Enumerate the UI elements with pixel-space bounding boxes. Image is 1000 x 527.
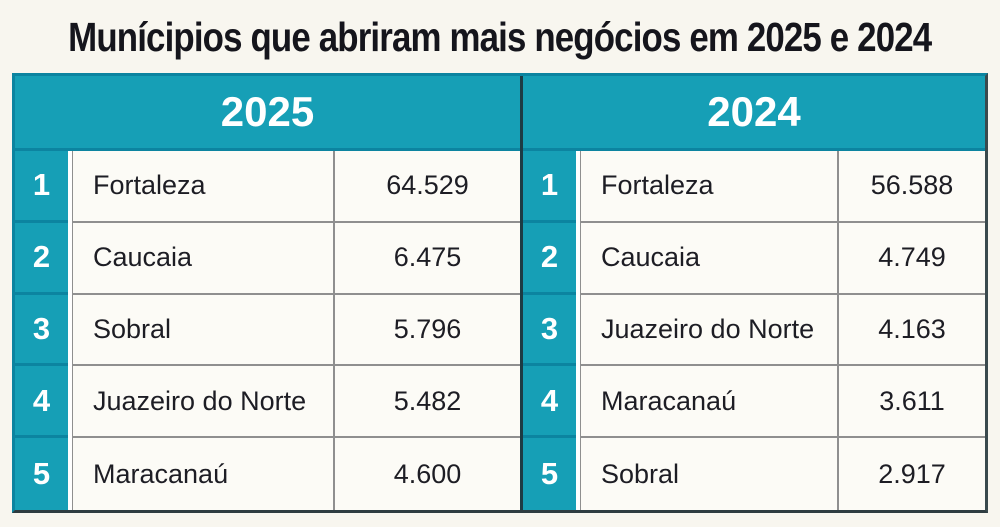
value-cell: 6.475 xyxy=(333,222,520,295)
ranking-table-2025: 2025 1 Fortaleza 64.529 2 Caucaia 6.475 … xyxy=(15,76,520,510)
municipality-cell: Fortaleza xyxy=(580,151,837,223)
value-cell: 4.163 xyxy=(837,294,985,367)
rank-badge: 1 xyxy=(523,151,576,223)
rank-badge: 4 xyxy=(523,366,576,439)
municipality-cell: Sobral xyxy=(580,438,837,510)
title-bar: Munícipios que abriram mais negócios em … xyxy=(0,6,1000,68)
municipality-cell: Juazeiro do Norte xyxy=(580,294,837,367)
value-cell: 4.749 xyxy=(837,222,985,295)
value-cell: 5.482 xyxy=(333,366,520,439)
value-cell: 4.600 xyxy=(333,438,520,510)
rank-badge: 2 xyxy=(523,222,576,295)
municipality-cell: Juazeiro do Norte xyxy=(72,366,333,439)
value-cell: 5.796 xyxy=(333,294,520,367)
table-row: 4 Juazeiro do Norte 5.482 xyxy=(15,366,520,439)
municipality-cell: Caucaia xyxy=(72,222,333,295)
table-row: 1 Fortaleza 64.529 xyxy=(15,151,520,223)
rank-badge: 5 xyxy=(15,438,68,510)
table-row: 5 Sobral 2.917 xyxy=(523,438,985,510)
table-row: 5 Maracanaú 4.600 xyxy=(15,438,520,510)
municipality-cell: Maracanaú xyxy=(72,438,333,510)
ranking-tables: 2025 1 Fortaleza 64.529 2 Caucaia 6.475 … xyxy=(12,73,988,513)
municipality-cell: Maracanaú xyxy=(580,366,837,439)
rows-2025: 1 Fortaleza 64.529 2 Caucaia 6.475 3 Sob… xyxy=(15,151,520,510)
year-header-2024: 2024 xyxy=(523,76,985,151)
rank-badge: 3 xyxy=(523,294,576,367)
table-row: 2 Caucaia 6.475 xyxy=(15,222,520,295)
value-cell: 2.917 xyxy=(837,438,985,510)
table-row: 2 Caucaia 4.749 xyxy=(523,222,985,295)
rank-badge: 5 xyxy=(523,438,576,510)
table-row: 3 Juazeiro do Norte 4.163 xyxy=(523,294,985,367)
page-title: Munícipios que abriram mais negócios em … xyxy=(68,13,932,60)
rank-badge: 2 xyxy=(15,222,68,295)
table-row: 4 Maracanaú 3.611 xyxy=(523,366,985,439)
year-header-2025: 2025 xyxy=(15,76,520,151)
rank-badge: 3 xyxy=(15,294,68,367)
value-cell: 64.529 xyxy=(333,151,520,223)
value-cell: 3.611 xyxy=(837,366,985,439)
rows-2024: 1 Fortaleza 56.588 2 Caucaia 4.749 3 Jua… xyxy=(523,151,985,510)
rank-badge: 4 xyxy=(15,366,68,439)
ranking-table-2024: 2024 1 Fortaleza 56.588 2 Caucaia 4.749 … xyxy=(520,76,985,510)
municipality-cell: Fortaleza xyxy=(72,151,333,223)
table-row: 1 Fortaleza 56.588 xyxy=(523,151,985,223)
value-cell: 56.588 xyxy=(837,151,985,223)
municipality-cell: Caucaia xyxy=(580,222,837,295)
table-row: 3 Sobral 5.796 xyxy=(15,294,520,367)
municipality-cell: Sobral xyxy=(72,294,333,367)
rank-badge: 1 xyxy=(15,151,68,223)
